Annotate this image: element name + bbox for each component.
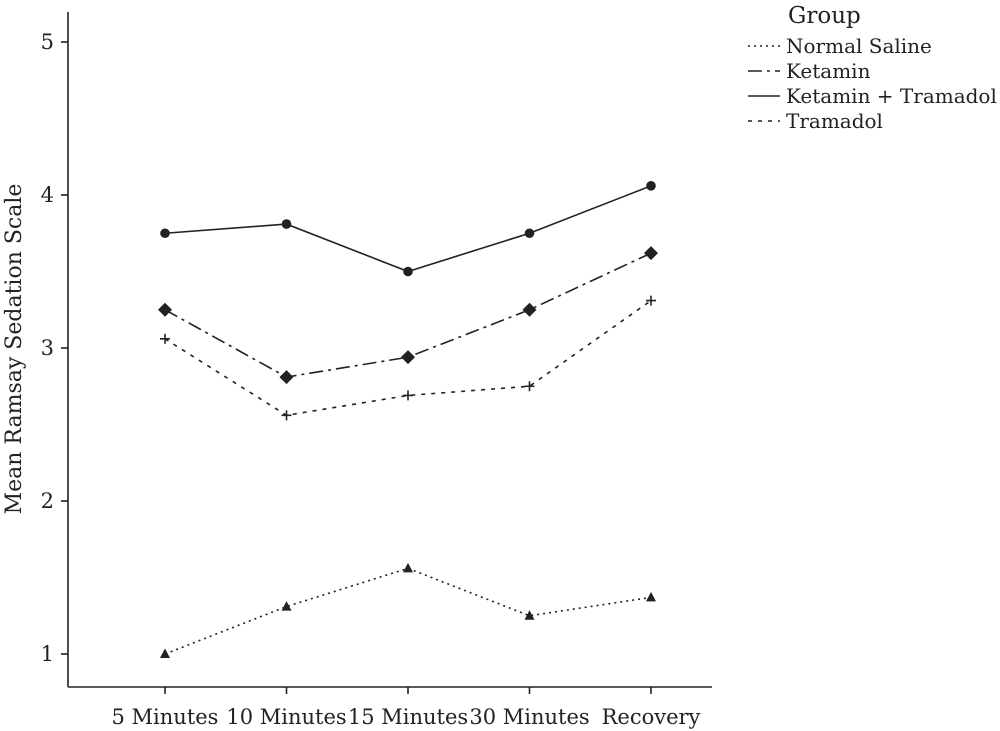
series-group (158, 181, 658, 658)
series-0 (160, 562, 656, 658)
y-tick-label: 2 (41, 489, 54, 513)
data-point (279, 370, 294, 385)
series-2 (160, 181, 656, 277)
legend-label: Tramadol (786, 109, 883, 133)
x-tick-label: 30 Minutes (469, 705, 589, 729)
y-tick-label: 3 (41, 336, 54, 360)
data-point (524, 228, 535, 239)
x-ticks: 5 Minutes 10 Minutes 15 Minutes 30 Minutes R… (112, 687, 701, 729)
data-point (403, 562, 413, 573)
data-point (524, 610, 535, 620)
data-point (158, 302, 172, 317)
data-point (160, 228, 170, 239)
series-line (164, 567, 652, 655)
data-point (281, 219, 292, 229)
x-tick-label: Recovery (602, 705, 701, 729)
x-tick-label: 5 Minutes (112, 705, 219, 729)
data-point (644, 246, 658, 261)
data-point (646, 295, 656, 306)
series-line (164, 185, 652, 273)
data-point (281, 601, 292, 611)
x-tick-label: 15 Minutes (348, 705, 468, 729)
data-point (646, 591, 656, 602)
data-point (522, 302, 537, 317)
series-1 (158, 246, 658, 385)
axes (67, 12, 712, 688)
y-tick-label: 1 (41, 642, 54, 666)
data-point (403, 266, 413, 277)
legend-label: Ketamin + Tramadol (786, 84, 997, 108)
data-point (160, 333, 170, 344)
data-point (160, 648, 170, 658)
legend-label: Ketamin (786, 59, 871, 83)
legend-title: Group (788, 3, 861, 29)
y-axis-title: Mean Ramsay Sedation Scale (2, 184, 27, 515)
data-point (646, 181, 656, 191)
y-ticks: 1 2 3 4 5 (41, 30, 68, 666)
y-tick-label: 5 (41, 30, 54, 54)
x-tick-label: 10 Minutes (226, 705, 346, 729)
y-tick-label: 4 (41, 183, 54, 207)
data-point (401, 350, 415, 365)
series-3 (160, 295, 656, 421)
data-point (403, 390, 413, 401)
data-point (281, 410, 292, 421)
legend-label: Normal Saline (786, 34, 932, 58)
data-point (524, 381, 535, 392)
